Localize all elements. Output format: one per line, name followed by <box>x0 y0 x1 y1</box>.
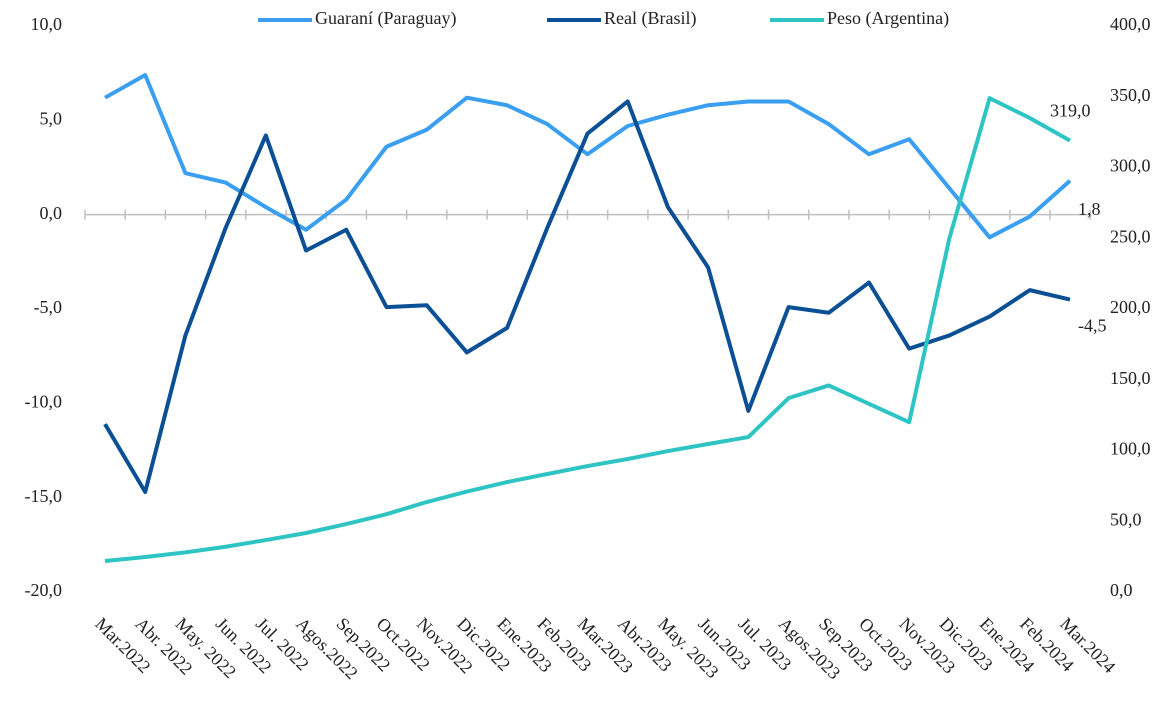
data-label: 1,8 <box>1078 199 1101 219</box>
y-tick-label: 0,0 <box>40 203 63 223</box>
y-tick-label: 5,0 <box>40 108 63 128</box>
y2-tick-label: 300,0 <box>1110 156 1151 176</box>
data-label: -4,5 <box>1078 316 1107 336</box>
y2-tick-label: 350,0 <box>1110 85 1151 105</box>
y-tick-label: -5,0 <box>34 297 63 317</box>
series-line <box>103 99 1071 495</box>
y-tick-label: 10,0 <box>31 14 63 34</box>
series-line <box>104 73 1072 240</box>
y2-tick-label: 250,0 <box>1110 226 1151 246</box>
y-tick-label: -15,0 <box>25 486 63 506</box>
legend-label: Peso (Argentina) <box>827 8 949 29</box>
data-label: 319,0 <box>1050 101 1091 121</box>
y-tick-label: -10,0 <box>25 391 63 411</box>
series-line <box>104 96 1071 564</box>
y-tick-label: -20,0 <box>25 580 63 600</box>
y2-tick-label: 0,0 <box>1110 580 1133 600</box>
y2-tick-label: 100,0 <box>1110 439 1151 459</box>
y2-tick-label: 200,0 <box>1110 297 1151 317</box>
legend-label: Real (Brasil) <box>604 8 696 29</box>
legend-label: Guaraní (Paraguay) <box>315 8 456 29</box>
y2-tick-label: 150,0 <box>1110 368 1151 388</box>
y2-tick-label: 50,0 <box>1110 509 1142 529</box>
y2-tick-label: 400,0 <box>1110 14 1151 34</box>
